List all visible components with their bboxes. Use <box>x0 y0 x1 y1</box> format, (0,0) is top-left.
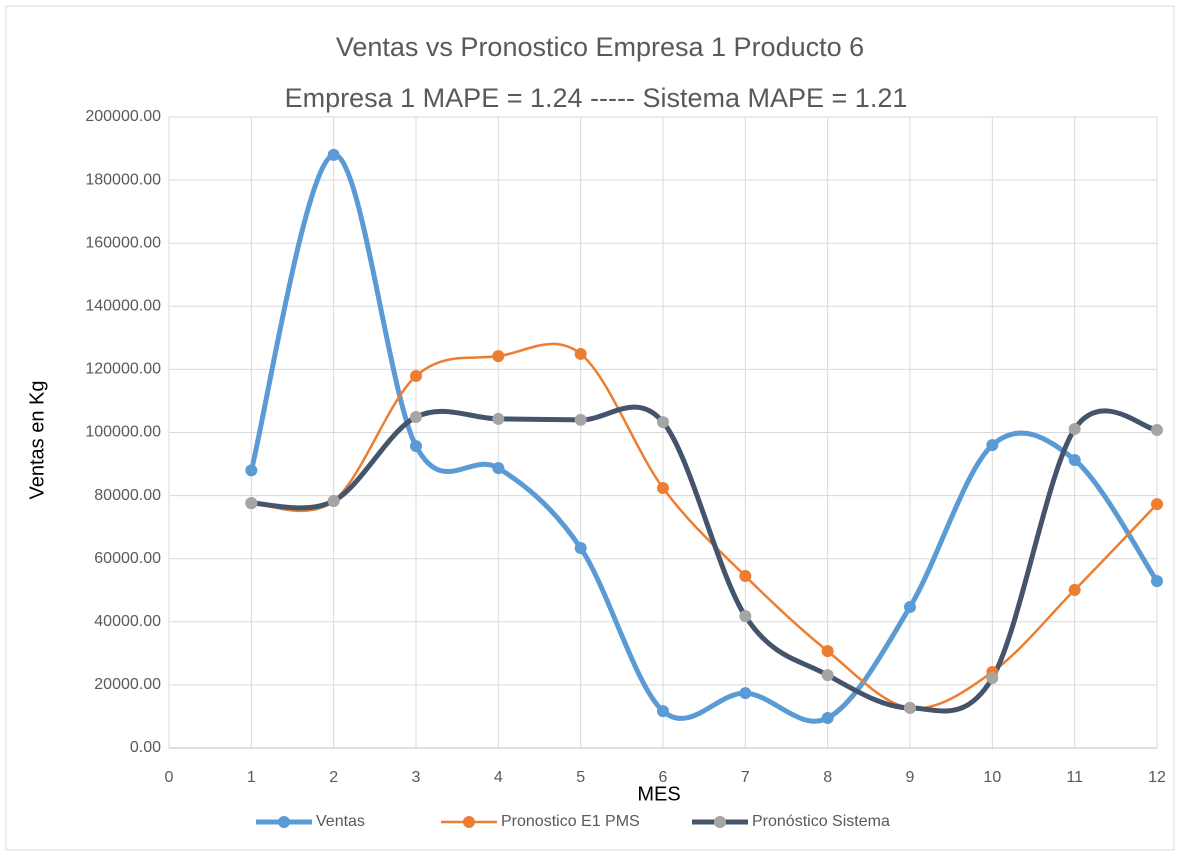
x-tick-label: 2 <box>329 769 338 786</box>
y-tick-label: 80000.00 <box>94 487 161 504</box>
data-point <box>410 370 422 383</box>
data-point <box>492 462 505 475</box>
y-tick-label: 20000.00 <box>94 676 161 693</box>
legend-label: Ventas <box>316 813 365 830</box>
y-tick-label: 160000.00 <box>85 234 161 251</box>
data-point <box>821 712 834 725</box>
data-point <box>245 464 258 477</box>
y-tick-label: 100000.00 <box>85 424 161 441</box>
data-point <box>574 413 587 426</box>
y-tick-label: 0.00 <box>130 739 161 756</box>
x-tick-label: 4 <box>494 769 503 786</box>
y-tick-label: 200000.00 <box>85 108 161 125</box>
y-tick-label: 140000.00 <box>85 298 161 315</box>
data-point <box>1068 423 1081 436</box>
data-point <box>410 411 422 424</box>
data-point <box>821 669 834 682</box>
data-point <box>1151 575 1163 588</box>
legend-marker <box>278 816 290 828</box>
data-point <box>327 494 340 507</box>
data-point <box>574 347 587 360</box>
chart-subtitle: Empresa 1 MAPE = 1.24 ----- Sistema MAPE… <box>285 83 908 113</box>
x-tick-label: 11 <box>1066 769 1083 786</box>
data-point <box>657 705 669 718</box>
legend-marker <box>463 816 475 828</box>
data-point <box>327 148 340 161</box>
legend-marker <box>714 816 726 828</box>
data-point <box>657 482 669 495</box>
x-tick-label: 5 <box>576 769 585 786</box>
data-point <box>739 687 752 700</box>
data-point <box>821 645 834 658</box>
data-point <box>410 440 422 453</box>
y-tick-label: 60000.00 <box>94 550 161 567</box>
data-point <box>492 350 505 363</box>
data-point <box>904 600 916 613</box>
data-point <box>1068 583 1081 596</box>
data-point <box>739 570 752 583</box>
x-tick-label: 8 <box>823 769 832 786</box>
data-point <box>1151 498 1163 511</box>
x-tick-label: 9 <box>906 769 915 786</box>
x-tick-label: 3 <box>412 769 421 786</box>
data-point <box>574 541 587 554</box>
legend-label: Pronóstico Sistema <box>752 813 890 830</box>
x-tick-label: 0 <box>165 769 174 786</box>
legend-label: Pronostico E1 PMS <box>501 813 640 830</box>
y-axis-label: Ventas en Kg <box>26 381 48 500</box>
data-point <box>904 701 916 714</box>
x-tick-label: 1 <box>247 769 256 786</box>
x-tick-label: 12 <box>1148 769 1166 786</box>
x-tick-label: 10 <box>983 769 1001 786</box>
data-point <box>739 610 752 623</box>
data-point <box>986 671 999 684</box>
x-tick-label: 6 <box>659 769 668 786</box>
data-point <box>1068 453 1081 466</box>
data-point <box>245 497 258 510</box>
data-point <box>492 412 505 425</box>
chart-title: Ventas vs Pronostico Empresa 1 Producto … <box>336 32 864 62</box>
x-axis-label: MES <box>637 783 680 805</box>
y-tick-label: 120000.00 <box>85 361 161 378</box>
data-point <box>986 439 999 452</box>
y-tick-label: 180000.00 <box>85 171 161 188</box>
chart-frame <box>5 5 1175 851</box>
data-point <box>657 416 669 429</box>
x-tick-label: 7 <box>741 769 750 786</box>
y-tick-label: 40000.00 <box>94 613 161 630</box>
data-point <box>1151 423 1163 436</box>
